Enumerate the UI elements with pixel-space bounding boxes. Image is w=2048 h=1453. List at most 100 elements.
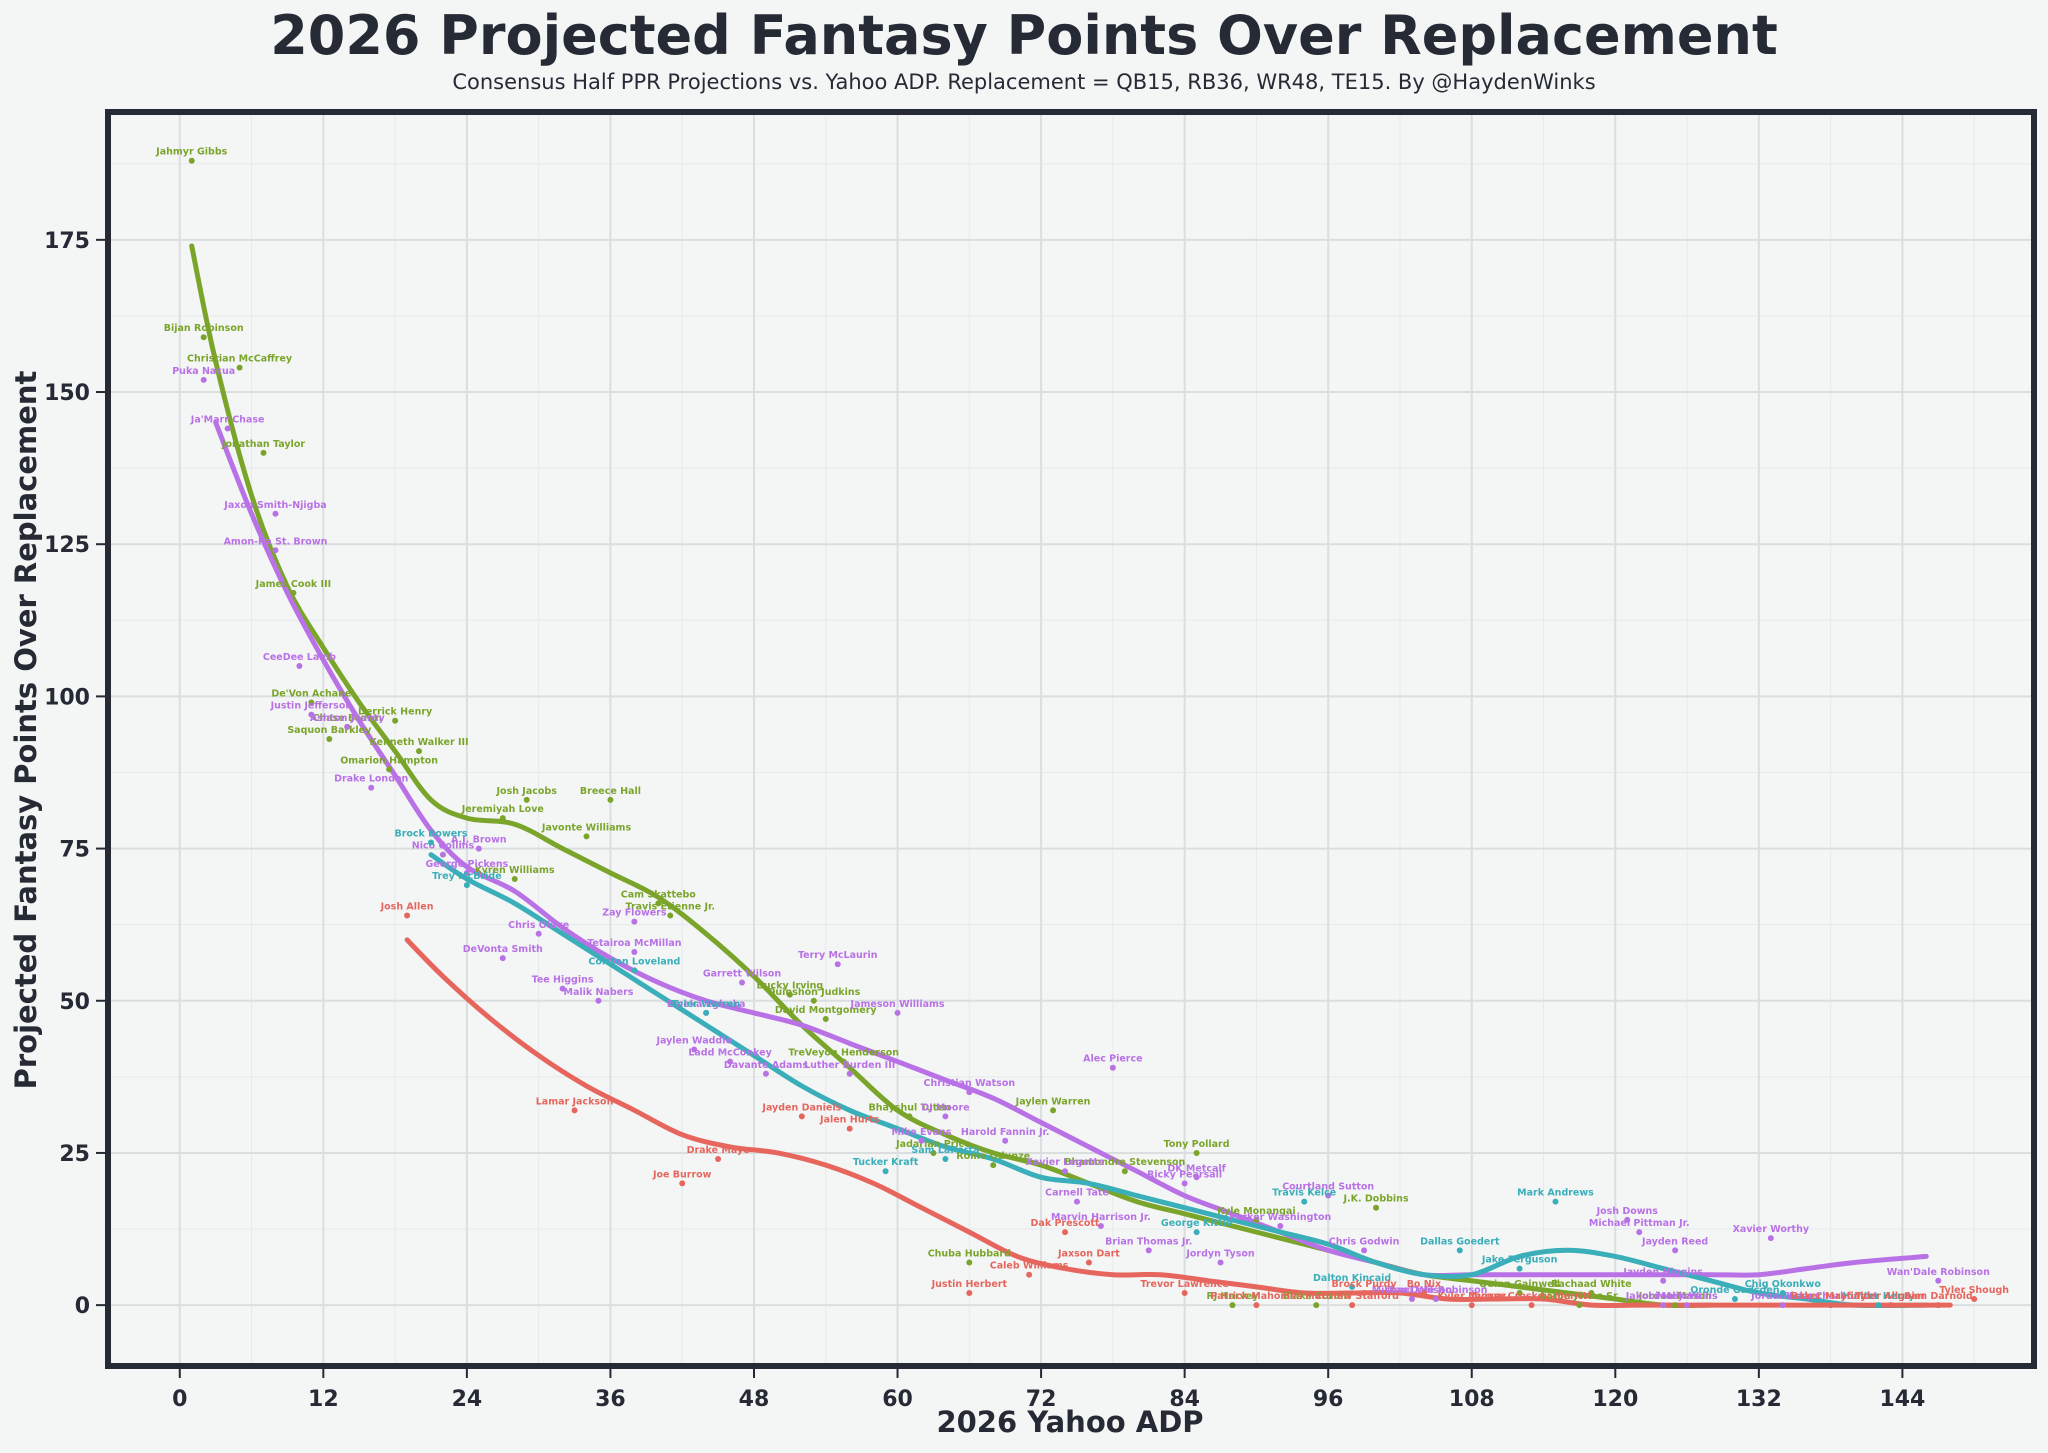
x-tick-label: 24: [452, 1387, 483, 1412]
data-point: [559, 985, 566, 992]
point-label: Tyler Warren: [672, 999, 741, 1010]
data-point: [1588, 1289, 1595, 1296]
data-point: [1576, 1302, 1583, 1309]
y-tick-label: 125: [44, 533, 90, 558]
point-label: Jayden Higgins: [1622, 1267, 1703, 1278]
data-point: [1731, 1296, 1738, 1303]
data-point: [762, 1070, 769, 1077]
point-label: George Kittle: [1161, 1218, 1232, 1229]
data-point: [200, 376, 207, 383]
point-label: Jahmyr Gibbs: [155, 147, 227, 158]
data-point: [966, 1289, 973, 1296]
point-label: Saquon Barkley: [287, 725, 372, 736]
point-label: Luther Burden III: [804, 1060, 895, 1071]
point-label: Kyren Williams: [475, 865, 555, 876]
data-point: [392, 717, 399, 724]
y-ticks: 0 25 50 75 100 125 150 175: [44, 229, 105, 1319]
data-point: [463, 882, 470, 889]
point-label: Xavier Worthy: [1733, 1224, 1810, 1235]
data-point: [834, 961, 841, 968]
data-point: [523, 796, 530, 803]
data-point: [1062, 1229, 1069, 1236]
data-point: [1684, 1302, 1691, 1309]
data-point: [840, 1058, 847, 1065]
point-label: Jameson Williams: [850, 999, 945, 1010]
y-tick-label: 50: [59, 990, 90, 1015]
data-point: [404, 912, 411, 919]
data-point: [739, 979, 746, 986]
point-label: RJ Harvey: [1206, 1291, 1259, 1302]
point-label: Jaylen Waddle: [655, 1035, 731, 1046]
point-label: George Pickens: [425, 859, 508, 870]
data-point: [416, 748, 423, 755]
data-point: [1193, 1229, 1200, 1236]
data-point: [966, 1259, 973, 1266]
data-point: [810, 997, 817, 1004]
data-point: [607, 796, 614, 803]
point-label: Trey McBride: [432, 871, 502, 882]
point-label: Ladd McConkey: [688, 1048, 772, 1059]
point-label: Bhamondre Stevenson: [1064, 1157, 1185, 1168]
point-label: Jacory Croskey-Merritt: [1470, 1291, 1592, 1302]
point-label: Jordyn Tyson: [1185, 1249, 1255, 1260]
trend-line: [404, 937, 1953, 1309]
data-point: [679, 1180, 686, 1187]
data-point: [1636, 1229, 1643, 1236]
data-point: [703, 1009, 710, 1016]
point-label: DK Metcalf: [1167, 1163, 1226, 1174]
point-label: Harold Fannin Jr.: [961, 1127, 1050, 1138]
data-point: [1325, 1192, 1332, 1199]
data-point: [224, 425, 231, 432]
data-point: [1097, 1222, 1104, 1229]
data-point: [655, 900, 662, 907]
data-point: [272, 547, 279, 554]
point-label: Rachaad White: [1551, 1279, 1632, 1290]
data-point: [386, 766, 393, 773]
data-point: [1660, 1302, 1667, 1309]
x-tick-label: 72: [1026, 1387, 1057, 1412]
trend-line: [428, 852, 1929, 1309]
point-label: Xavier Legette: [1026, 1157, 1105, 1168]
point-label: Garrett Wilson: [703, 968, 782, 979]
data-point: [427, 839, 434, 846]
point-label: Josh Allen: [380, 902, 434, 913]
point-label: Chase Brown: [312, 713, 382, 724]
point-label: Jakobi Meyers: [1625, 1291, 1701, 1302]
point-label: Chris Godwin: [1329, 1236, 1400, 1247]
data-point: [326, 736, 333, 742]
data-point: [1767, 1235, 1774, 1242]
data-point: [1468, 1302, 1475, 1309]
data-point: [272, 510, 279, 517]
point-label: Tetairoa McMillan: [587, 938, 682, 949]
data-point: [1002, 1137, 1009, 1144]
data-point: [1779, 1302, 1786, 1309]
data-point: [1361, 1289, 1368, 1296]
point-label: Brian Thomas Jr.: [1105, 1236, 1192, 1247]
data-point: [236, 364, 243, 371]
point-label: Chig Okonkwo: [1745, 1279, 1822, 1290]
data-point: [1827, 1302, 1834, 1309]
data-point: [499, 815, 506, 822]
point-label: Chris Olave: [508, 920, 569, 931]
point-label: Rome Odunze: [956, 1151, 1030, 1162]
data-point: [822, 1016, 829, 1023]
y-tick-label: 175: [44, 229, 90, 254]
point-label: Javonte Williams: [541, 822, 632, 833]
x-axis-label: 2026 Yahoo ADP: [936, 1405, 1203, 1439]
point-label: Marvin Harrison Jr.: [1051, 1212, 1151, 1223]
y-tick-label: 75: [59, 838, 90, 863]
point-label: Brock Purdy: [1332, 1279, 1398, 1290]
data-point: [631, 967, 638, 974]
point-label: Wan'Dale Robinson: [1384, 1285, 1487, 1296]
point-label: Sam Darnold: [1904, 1291, 1973, 1302]
point-label: Jordan Love: [1750, 1291, 1814, 1302]
point-label: Quinshon Judkins: [767, 987, 860, 998]
y-tick-label: 150: [44, 381, 90, 406]
data-point: [1050, 1107, 1057, 1114]
data-point: [463, 869, 470, 876]
point-label: James Cook III: [255, 579, 332, 590]
data-point: [1672, 1302, 1679, 1309]
point-label: Jadarian Price: [895, 1139, 971, 1150]
point-label: Sam LaPorta: [911, 1145, 979, 1156]
data-point: [1085, 1259, 1092, 1266]
